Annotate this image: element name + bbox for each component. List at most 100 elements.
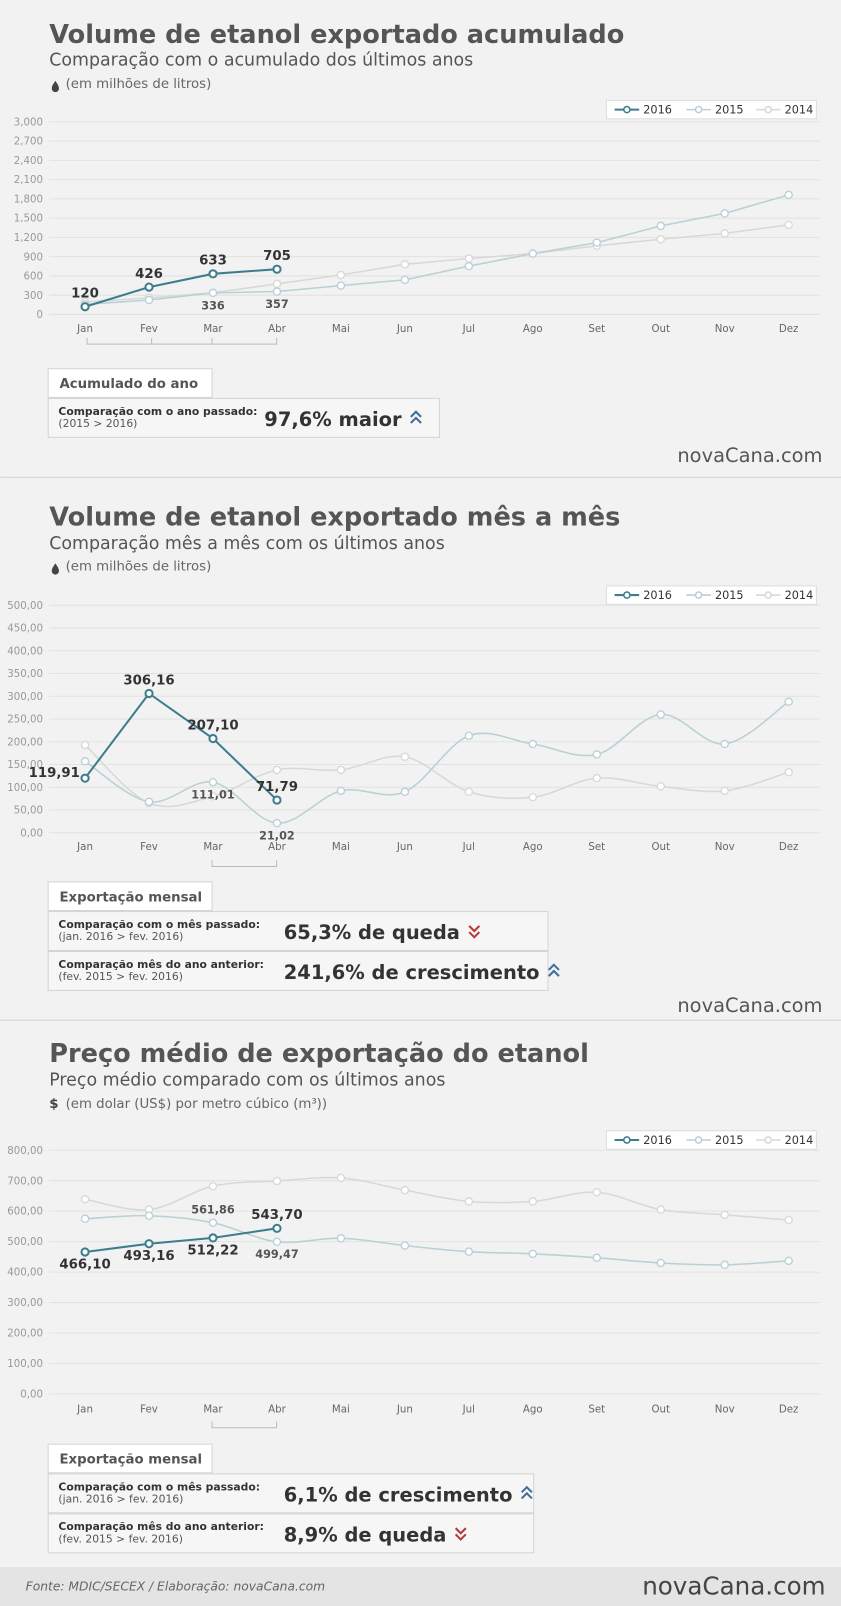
unit-label: (em milhões de litros) — [66, 559, 212, 574]
y-tick-label: 2,100 — [14, 174, 43, 186]
y-tick-label: 150,00 — [7, 759, 43, 771]
legend-box — [605, 585, 817, 605]
data-point — [208, 777, 218, 787]
y-tick-label: 0,00 — [20, 827, 43, 839]
data-point — [464, 1197, 474, 1206]
data-label: 512,22 — [187, 1243, 238, 1258]
data-label: 561,86 — [191, 1204, 235, 1217]
data-point — [80, 302, 90, 312]
footer-bar — [0, 1567, 841, 1606]
data-point — [592, 750, 602, 759]
data-point — [528, 739, 538, 749]
row-sublabel: (jan. 2016 > fev. 2016) — [58, 1493, 183, 1506]
data-label: 633 — [199, 254, 227, 269]
y-tick-label: 300,00 — [7, 1297, 43, 1309]
unit-symbol: $ — [49, 1097, 58, 1112]
legend-label: 2014 — [785, 104, 814, 117]
x-tick-label: Set — [588, 1403, 605, 1415]
data-point — [528, 1249, 538, 1259]
summary-title: Exportação mensal — [59, 1453, 202, 1468]
trend-icon — [454, 1527, 467, 1541]
x-tick-label: Jun — [396, 841, 413, 853]
y-tick-label: 500,00 — [7, 600, 43, 612]
data-point — [400, 275, 410, 285]
data-point — [144, 295, 154, 305]
x-tick-label: Nov — [715, 1403, 735, 1415]
legend-box — [605, 99, 817, 120]
data-label: 207,10 — [187, 718, 238, 733]
data-point — [464, 731, 474, 741]
summary-tab — [47, 368, 213, 398]
summary-title: Exportação mensal — [59, 890, 202, 905]
data-point — [592, 773, 602, 783]
x-tick-label: Jul — [462, 1403, 475, 1415]
data-point — [656, 1205, 665, 1214]
x-tick-label: Set — [588, 841, 605, 853]
data-label: 705 — [263, 249, 291, 264]
data-point — [144, 282, 154, 292]
x-tick-label: Nov — [715, 323, 735, 335]
series-line — [84, 1227, 278, 1253]
x-tick-label: Fev — [140, 1403, 158, 1415]
data-point — [80, 757, 90, 766]
summary-row — [47, 911, 549, 952]
y-tick-label: 400,00 — [7, 1267, 43, 1279]
data-label: 466,10 — [59, 1257, 110, 1272]
series-line — [84, 268, 278, 308]
series-line — [84, 1176, 789, 1221]
x-tick-label: Mar — [203, 841, 223, 853]
data-point — [144, 1239, 154, 1249]
summary-tab — [47, 1443, 213, 1474]
row-value: 241,6% de crescimento — [284, 961, 540, 984]
data-label: 111,01 — [191, 789, 235, 802]
data-point — [720, 229, 729, 238]
x-tick-label: Set — [588, 323, 605, 335]
period-bracket — [86, 337, 278, 1429]
x-tick-label: Dez — [779, 323, 799, 335]
data-point — [80, 773, 90, 783]
data-label: 71,79 — [256, 780, 298, 795]
data-point — [208, 733, 218, 744]
legend-label: 2015 — [715, 1134, 744, 1147]
y-tick-label: 1,500 — [14, 213, 43, 225]
x-tick-label: Dez — [779, 841, 799, 853]
data-point — [272, 279, 282, 289]
legend-marker — [764, 105, 773, 114]
y-tick-label: 0,00 — [20, 1389, 43, 1401]
x-tick-label: Jan — [76, 841, 93, 853]
row-value: 97,6% maior — [264, 408, 402, 431]
x-tick-label: Out — [651, 323, 670, 335]
summary-tab — [47, 881, 213, 912]
data-point — [784, 697, 793, 706]
series-line — [85, 194, 789, 306]
x-tick-label: Jun — [396, 1403, 413, 1415]
x-tick-label: Mar — [203, 1403, 223, 1415]
legend-marker — [694, 105, 703, 114]
row-value: 65,3% de queda — [284, 921, 460, 944]
source-note: Fonte: MDIC/SECEX / Elaboração: novaCana… — [26, 1580, 326, 1594]
data-point — [80, 1195, 90, 1204]
data-point — [208, 1181, 218, 1191]
row-label: Comparação com o ano passado: — [58, 405, 257, 418]
row-label: Comparação com o mês passado: — [58, 918, 260, 931]
legend-marker — [623, 1136, 631, 1144]
data-point — [336, 281, 346, 290]
legend-label: 2016 — [643, 1134, 672, 1147]
x-tick-label: Jul — [462, 841, 475, 853]
data-point — [336, 1234, 346, 1243]
data-label: 119,91 — [29, 766, 80, 781]
legend-marker — [764, 591, 773, 599]
y-tick-label: 2,400 — [14, 155, 43, 167]
x-tick-label: Nov — [715, 841, 735, 853]
legend-marker — [764, 1136, 773, 1144]
x-tick-label: Jan — [76, 1403, 93, 1415]
x-tick-label: Out — [651, 1403, 670, 1415]
x-tick-label: Jan — [76, 323, 93, 335]
y-tick-label: 300 — [24, 290, 44, 302]
data-point — [80, 1247, 90, 1257]
row-label: Comparação mês do ano anterior: — [58, 958, 264, 971]
x-tick-label: Ago — [523, 323, 543, 335]
data-point — [464, 787, 474, 797]
chart-subtitle: Preço médio comparado com os últimos ano… — [49, 1071, 445, 1091]
data-point — [656, 235, 665, 244]
